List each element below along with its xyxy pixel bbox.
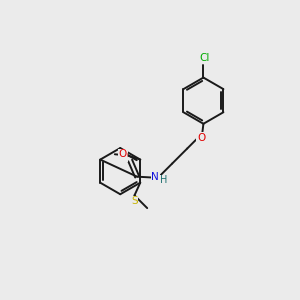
Text: O: O	[118, 149, 127, 159]
Text: O: O	[197, 133, 205, 142]
Text: N: N	[151, 172, 159, 182]
Text: S: S	[131, 196, 138, 206]
Text: O: O	[120, 152, 128, 161]
Text: H: H	[160, 175, 167, 185]
Text: Cl: Cl	[200, 53, 210, 63]
